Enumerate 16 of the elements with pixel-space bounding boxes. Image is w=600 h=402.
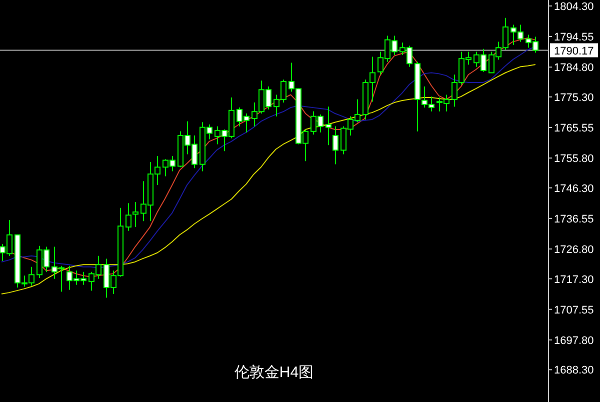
y-tick-label: 1784.80 (554, 62, 594, 74)
y-tick-label: 1746.30 (554, 182, 594, 195)
y-tick-label: 1697.80 (554, 334, 594, 347)
y-tick-label: 1804.30 (554, 0, 594, 13)
y-tick-label: 1688.30 (554, 364, 594, 377)
y-tick-label: 1726.80 (554, 244, 594, 256)
y-tick-label: 1717.30 (554, 274, 594, 286)
y-tick-label: 1775.30 (554, 92, 594, 104)
ref-label: 1790.17 (550, 43, 598, 58)
title: 伦敦金H4图 (234, 364, 314, 381)
ref-line-label: 1790.17 (554, 45, 594, 58)
y-tick-label: 1794.55 (554, 32, 594, 44)
y-tick-label: 1707.55 (554, 304, 594, 316)
y-tick-label: 1755.80 (554, 153, 594, 166)
y-tick-label: 1765.55 (554, 122, 594, 134)
y-tick-label: 1736.55 (554, 213, 594, 226)
